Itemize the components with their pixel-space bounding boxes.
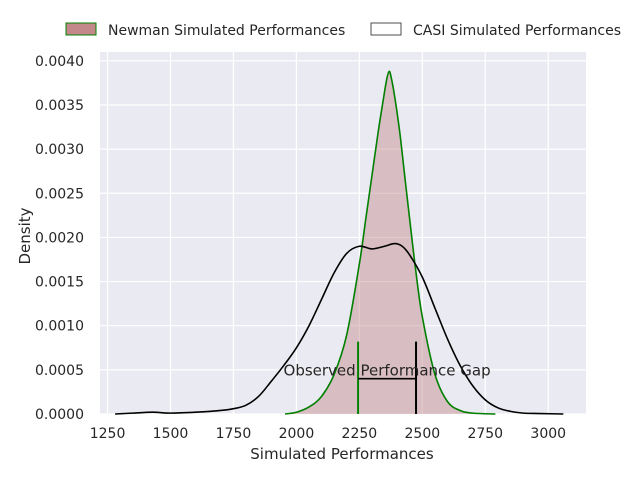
y-tick-label: 0.0040 <box>35 54 84 70</box>
x-tick-label: 1250 <box>90 426 126 442</box>
y-tick-label: 0.0025 <box>35 186 84 202</box>
x-tick-label: 2750 <box>467 426 503 442</box>
y-tick-label: 0.0010 <box>35 319 84 335</box>
legend-label-casi: CASI Simulated Performances <box>413 23 621 39</box>
x-axis-ticks: 1250 1500 1750 2000 2250 2500 2750 3000 <box>90 426 566 442</box>
y-tick-label: 0.0030 <box>35 142 84 158</box>
x-tick-label: 1750 <box>216 426 252 442</box>
y-tick-label: 0.0000 <box>35 407 84 423</box>
y-axis-ticks: 0.0000 0.0005 0.0010 0.0015 0.0020 0.0025 0.00… <box>35 54 84 423</box>
x-axis-label: Simulated Performances <box>250 445 434 463</box>
density-line-newman <box>284 70 496 415</box>
legend-swatch-newman <box>65 22 97 36</box>
x-tick-label: 3000 <box>530 426 566 442</box>
gridlines <box>100 52 586 415</box>
x-tick-label: 2250 <box>342 426 378 442</box>
y-tick-label: 0.0015 <box>35 275 84 291</box>
y-axis-label: Density <box>16 207 34 264</box>
series-layer <box>115 70 564 415</box>
x-tick-label: 2500 <box>405 426 441 442</box>
annotation-layer: Observed Performance Gap <box>284 341 491 414</box>
density-line-casi <box>115 242 564 415</box>
y-tick-label: 0.0005 <box>35 363 84 379</box>
annotation-text: Observed Performance Gap <box>284 362 491 380</box>
x-tick-label: 1500 <box>153 426 189 442</box>
plot-area <box>100 52 586 414</box>
y-tick-label: 0.0020 <box>35 230 84 246</box>
y-tick-label: 0.0035 <box>35 98 84 114</box>
legend-label-newman: Newman Simulated Performances <box>108 23 345 39</box>
legend-swatch-casi <box>370 22 402 36</box>
legend: Newman Simulated Performances CASI Simul… <box>65 22 621 39</box>
x-tick-label: 2000 <box>279 426 315 442</box>
density-area-newman <box>285 71 496 414</box>
